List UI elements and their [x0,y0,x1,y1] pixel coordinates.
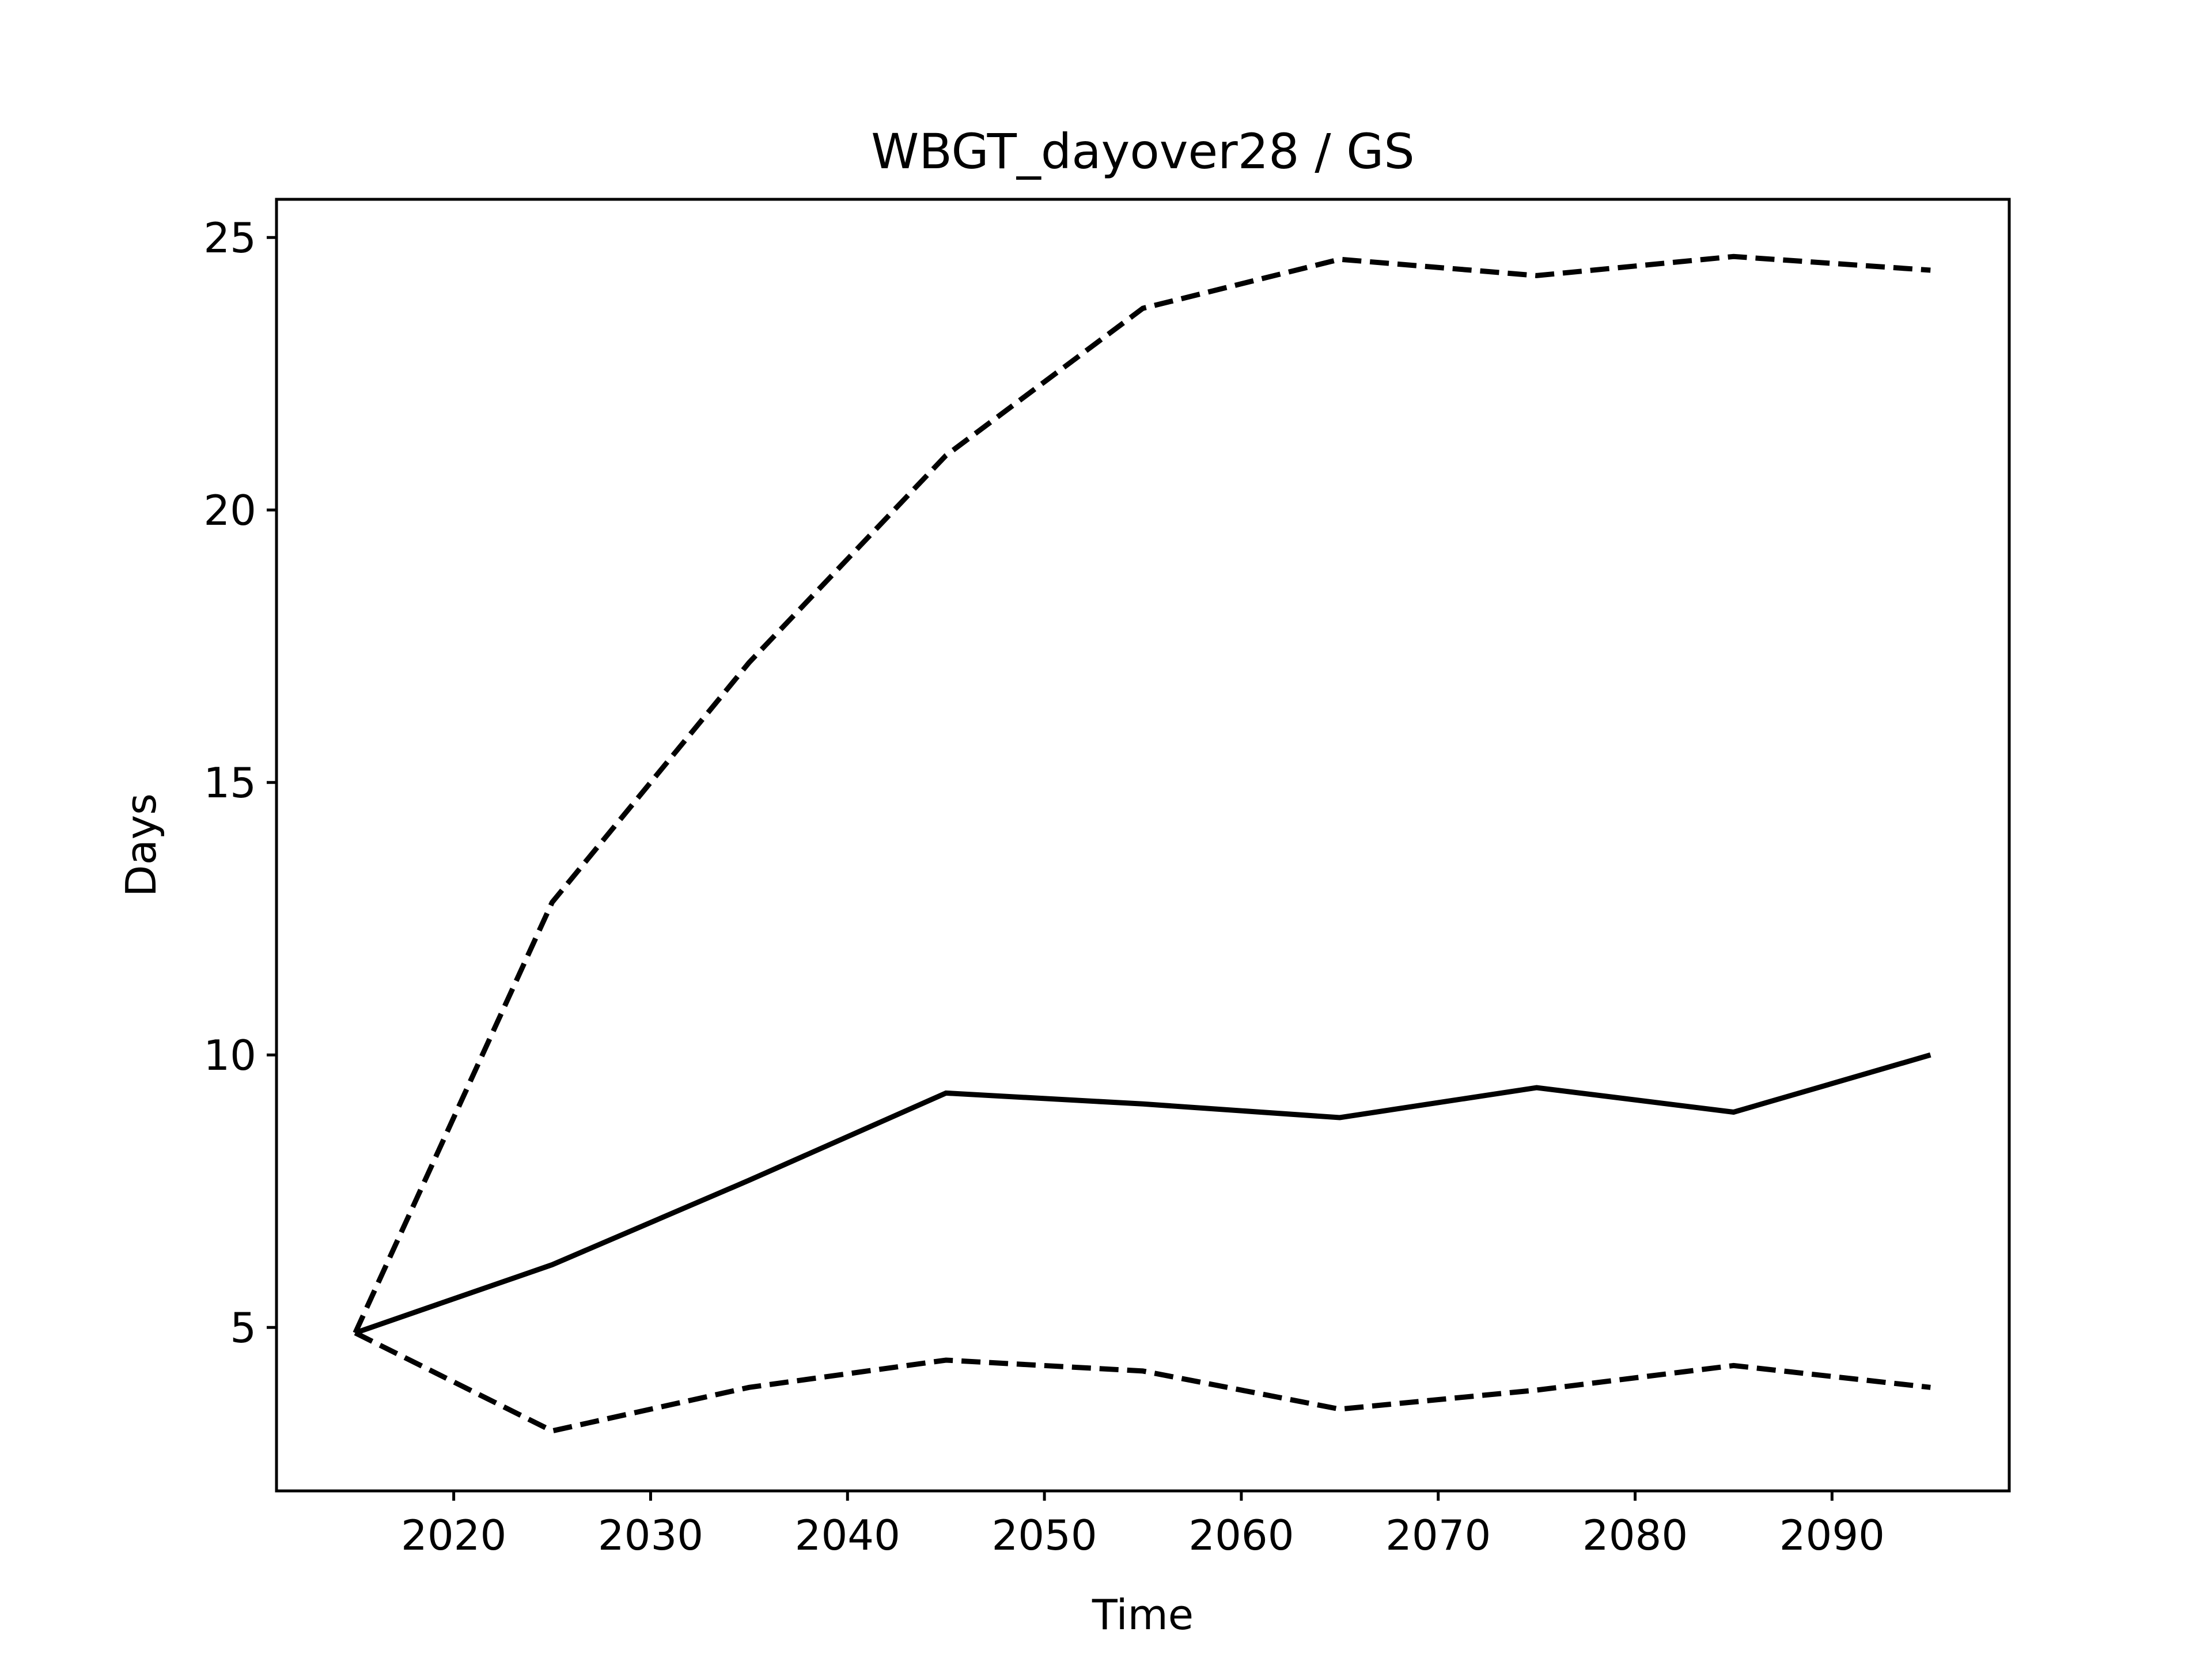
y-tick-label: 20 [203,486,256,535]
y-tick-label: 15 [203,759,256,807]
y-axis-label: Days [117,793,165,897]
chart-title: WBGT_dayover28 / GS [871,123,1414,180]
plot-area-frame [275,198,2011,1493]
x-axis-ticks: 2020 2030 2040 2050 2060 2070 2080 2090 [401,1491,1885,1559]
x-tick-label: 2020 [401,1511,506,1559]
y-axis-ticks: 5 10 15 20 25 [203,214,276,1352]
y-tick-label: 10 [203,1031,256,1080]
series-layer [353,253,1931,1434]
x-tick-label: 2070 [1385,1511,1491,1559]
x-tick-label: 2060 [1188,1511,1294,1559]
x-tick-label: 2050 [991,1511,1097,1559]
series-line-1 [354,1052,1931,1335]
x-tick-label: 2030 [598,1511,703,1559]
x-tick-label: 2080 [1582,1511,1688,1559]
y-tick-label: 25 [203,214,256,262]
x-tick-label: 2090 [1779,1511,1885,1559]
series-line-3 [354,1330,1931,1434]
y-tick-label: 5 [230,1304,256,1352]
x-tick-label: 2040 [795,1511,900,1559]
x-axis-label: Time [1092,1591,1194,1639]
series-line-2 [353,253,1931,1334]
